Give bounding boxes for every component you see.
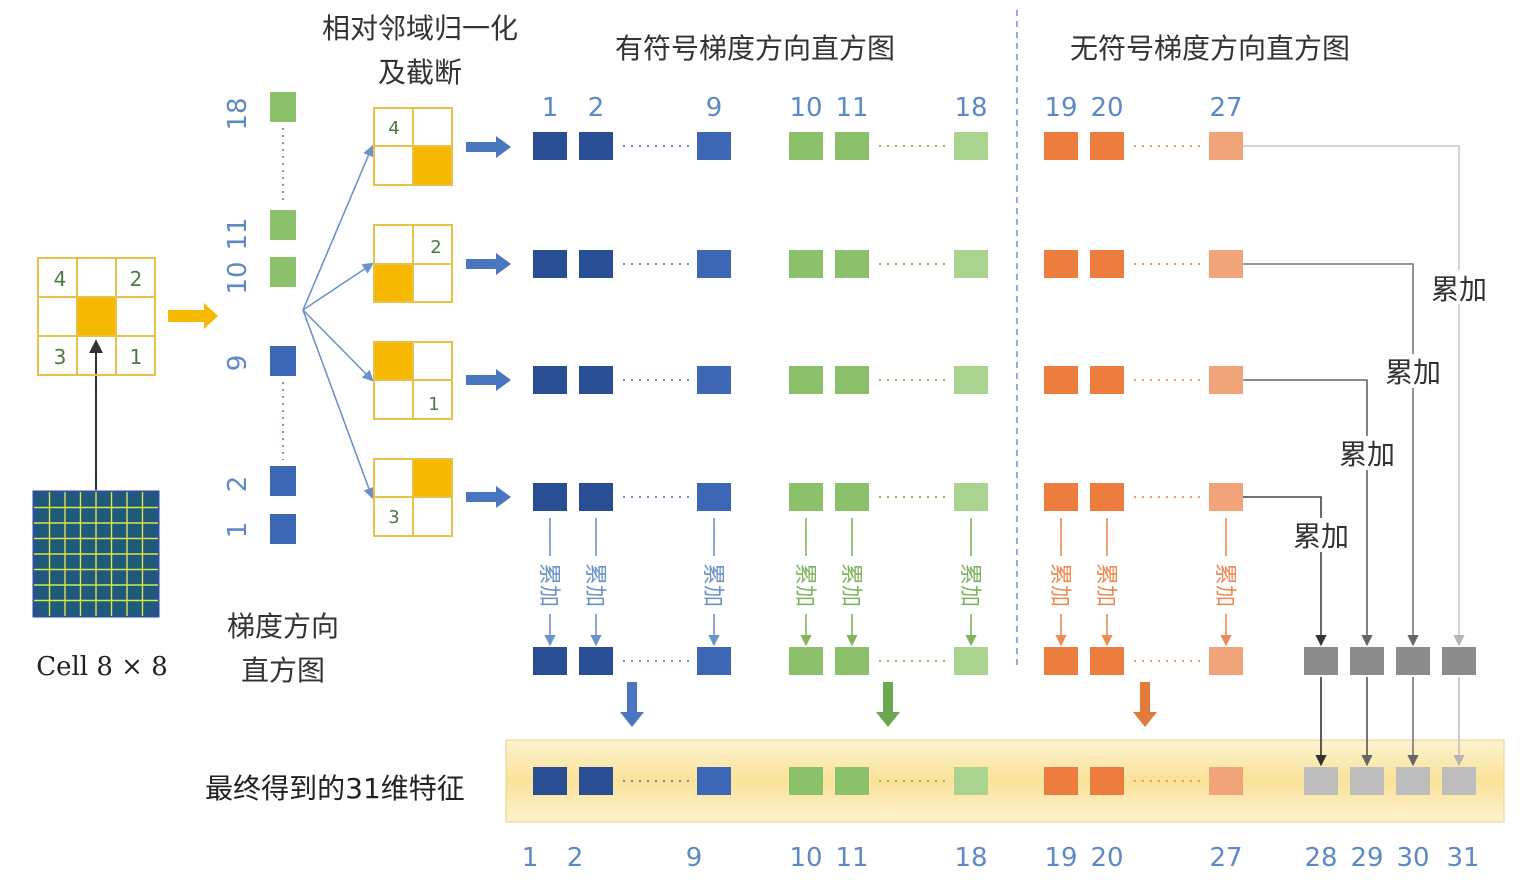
top-bin-label-10: 10 [789,93,822,123]
accumulated-row [533,647,1476,675]
histogram-row-2 [533,250,1243,278]
normalized-cell-2 [373,224,453,303]
top-bin-label-27: 27 [1209,93,1242,123]
top-bin-label-11: 11 [835,93,868,123]
top-bin-label-18: 18 [954,93,987,123]
accumulate-label-col-27: 累加 [1212,563,1237,607]
bottom-bin-label-30: 30 [1396,843,1429,873]
to-final-arrows [620,682,1157,727]
bottom-bin-label-1: 1 [522,843,539,873]
cell-8x8-image [32,490,160,618]
grid-to-histogram-arrow [168,303,218,329]
grid-number-3: 3 [54,345,67,369]
column-accumulate-labels [537,556,1239,614]
normalize-title-line1: 相对邻域归一化 [322,12,518,45]
bottom-bin-label-27: 27 [1209,843,1242,873]
top-bin-label-2: 2 [588,93,605,123]
bottom-bin-label-31: 31 [1446,843,1479,873]
top-bin-label-20: 20 [1090,93,1123,123]
normalized-cell-4 [373,458,453,537]
column-accumulate-arrows [544,518,1232,647]
top-bin-label-19: 19 [1044,93,1077,123]
bottom-bin-label-9: 9 [686,843,703,873]
gray-bin-down-arrows [1315,677,1465,767]
top-bin-label-1: 1 [542,93,559,123]
final-feature-row [533,767,1476,795]
grid-number-2: 2 [130,267,143,291]
grid-number-4: 4 [54,267,67,291]
gradient-histogram-label-line1: 梯度方向 [227,610,339,643]
normalized-cell-2-number: 2 [430,237,441,258]
bottom-bin-label-19: 19 [1044,843,1077,873]
normalize-title-line2: 及截断 [378,56,462,89]
signed-histogram-title: 有符号梯度方向直方图 [615,32,895,65]
bottom-bin-label-18: 18 [954,843,987,873]
row-sum-label-3: 累加 [1339,438,1395,471]
hist-label-11: 11 [223,217,253,250]
accumulate-label-col-18: 累加 [957,563,982,607]
histogram-row-1 [533,132,1243,160]
final-feature-label: 最终得到的31维特征 [205,772,465,805]
hist-label-18: 18 [223,97,253,130]
histogram-row-3 [533,366,1243,394]
bottom-bin-label-2: 2 [567,843,584,873]
bottom-bin-label-11: 11 [835,843,868,873]
hist-label-1: 1 [223,522,253,539]
hist-label-2: 2 [223,476,253,493]
hist-label-10: 10 [223,261,253,294]
accumulate-label-col-1: 累加 [536,563,561,607]
accumulate-label-col-2: 累加 [582,563,607,607]
histogram-row-4 [533,483,1243,511]
normalized-cell-1-number: 4 [388,118,399,139]
bottom-bin-label-20: 20 [1090,843,1123,873]
accumulate-label-col-19: 累加 [1047,563,1072,607]
accumulate-label-col-10: 累加 [792,563,817,607]
row-sum-label-1: 累加 [1431,273,1487,306]
unsigned-histogram-title: 无符号梯度方向直方图 [1070,32,1350,65]
cell-neighborhood-grid [37,257,156,376]
normalized-cell-1 [373,107,453,186]
bottom-bin-label-29: 29 [1350,843,1383,873]
normalized-cell-3 [373,341,453,420]
gradient-histogram-label-line2: 直方图 [241,654,325,687]
accumulate-label-col-9: 累加 [700,563,725,607]
row-sum-label-4: 累加 [1293,520,1349,553]
hist-label-9: 9 [223,355,253,372]
row-sum-label-2: 累加 [1385,356,1441,389]
normalization-fan-arrows [302,144,375,500]
gradient-histogram-column [270,92,296,544]
grid-number-1: 1 [130,345,143,369]
row-sum-label-backgrounds [1288,270,1492,552]
bottom-bin-label-28: 28 [1304,843,1337,873]
accumulate-label-col-11: 累加 [838,563,863,607]
bottom-bin-label-10: 10 [789,843,822,873]
cell-label: Cell 8 × 8 [36,652,168,682]
accumulate-label-col-20: 累加 [1093,563,1118,607]
top-bin-label-9: 9 [706,93,723,123]
row-arrows [466,136,511,508]
normalized-cell-4-number: 3 [388,507,399,528]
row-sum-connectors [1243,145,1465,647]
normalized-cell-3-number: 1 [428,394,439,415]
